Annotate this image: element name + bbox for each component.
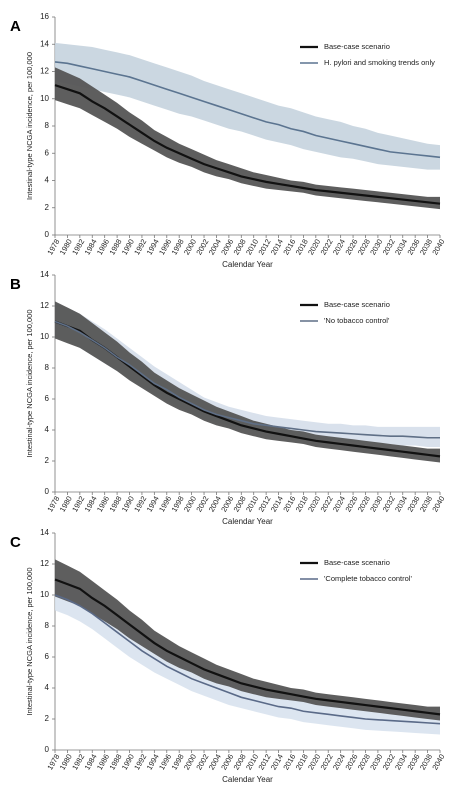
y-tick-label: 10	[40, 332, 49, 341]
band	[55, 576, 440, 735]
legend-label: H. pylori and smoking trends only	[324, 58, 435, 67]
band	[55, 301, 440, 463]
y-tick-label: 14	[40, 39, 49, 48]
x-axis-title: Calendar Year	[222, 775, 273, 784]
y-tick-label: 8	[45, 621, 50, 630]
y-tick-label: 10	[40, 94, 49, 103]
y-tick-label: 8	[45, 363, 50, 372]
x-tick-label: 2040	[430, 494, 446, 513]
y-axis-title: Intestinal-type NCGA incidence, per 100,…	[25, 52, 34, 200]
y-tick-label: 2	[45, 714, 50, 723]
panel-label: B	[10, 276, 21, 293]
band	[55, 42, 440, 170]
y-tick-label: 12	[40, 559, 49, 568]
panel-label: C	[10, 534, 21, 551]
panel-label: A	[10, 18, 21, 35]
y-tick-label: 6	[45, 394, 50, 403]
y-tick-label: 6	[45, 148, 50, 157]
y-tick-label: 10	[40, 590, 49, 599]
series-line	[54, 84, 441, 205]
x-tick-label: 2040	[430, 237, 446, 256]
legend-label: 'Complete tobacco control'	[324, 574, 412, 583]
y-tick-label: 16	[40, 12, 49, 21]
y-tick-label: 4	[45, 425, 50, 434]
y-tick-label: 2	[45, 203, 50, 212]
x-tick-label: 2040	[430, 752, 446, 771]
legend-label: 'No tobacco control'	[324, 316, 390, 325]
x-axis-title: Calendar Year	[222, 517, 273, 526]
y-tick-label: 4	[45, 683, 50, 692]
y-tick-label: 2	[45, 456, 50, 465]
y-tick-label: 4	[45, 176, 50, 185]
y-tick-label: 8	[45, 121, 50, 130]
y-tick-label: 12	[40, 301, 49, 310]
y-tick-label: 0	[45, 487, 50, 496]
band	[55, 559, 440, 721]
y-tick-label: 6	[45, 652, 50, 661]
y-tick-label: 12	[40, 67, 49, 76]
y-tick-label: 14	[40, 528, 49, 537]
band	[55, 67, 440, 210]
legend-label: Base-case scenario	[324, 558, 390, 567]
y-axis-title: Intestinal-type NCGA incidence, per 100,…	[25, 309, 34, 457]
y-axis-title: Intestinal-type NCGA incidence, per 100,…	[25, 567, 34, 715]
series-line	[54, 578, 441, 716]
legend-label: Base-case scenario	[324, 300, 390, 309]
y-tick-label: 0	[45, 230, 50, 239]
series-line	[54, 320, 440, 439]
series-line	[54, 61, 441, 159]
y-tick-label: 0	[45, 745, 50, 754]
series-line	[54, 594, 441, 725]
y-tick-label: 14	[40, 270, 49, 279]
x-axis-title: Calendar Year	[222, 260, 273, 269]
legend-label: Base-case scenario	[324, 42, 390, 51]
